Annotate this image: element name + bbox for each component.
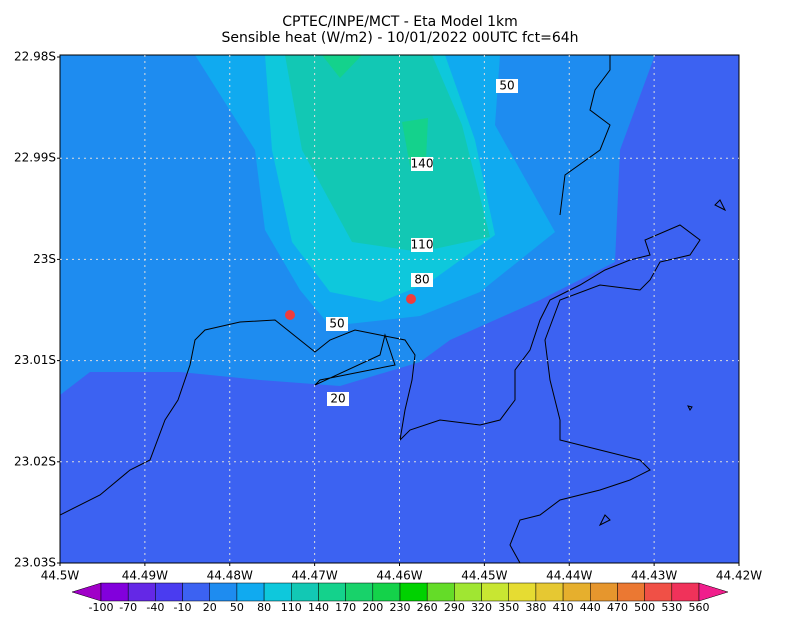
x-tick-label: 44.42W <box>716 569 762 583</box>
y-tick-label: 22.98S <box>14 50 56 64</box>
colorbar-label: 290 <box>444 601 465 614</box>
colorbar-swatch <box>590 582 618 602</box>
colorbar-swatch <box>644 582 673 602</box>
colorbar-label: 140 <box>308 601 329 614</box>
colorbar-swatch <box>236 582 265 602</box>
colorbar-label: 380 <box>525 601 546 614</box>
subtitle: Sensible heat (W/m2) - 10/01/2022 00UTC … <box>221 30 578 46</box>
colorbar-label: 350 <box>498 601 519 614</box>
colorbar-label: 560 <box>689 601 710 614</box>
colorbar-label: 530 <box>661 601 682 614</box>
colorbar-label: 200 <box>362 601 383 614</box>
contour-label-bg <box>411 157 433 171</box>
y-tick-label: 23.02S <box>14 454 56 468</box>
x-tick-label: 44.49W <box>122 569 168 583</box>
colorbar-label: 170 <box>335 601 356 614</box>
x-tick-label: 44.44W <box>546 569 592 583</box>
contour-label-bg <box>411 238 433 252</box>
y-tick-label: 22.99S <box>14 151 56 165</box>
contour-label-bg <box>327 392 349 406</box>
colorbar-label: 410 <box>553 601 574 614</box>
colorbar-swatch <box>617 582 645 602</box>
colorbar-label: 320 <box>471 601 492 614</box>
colorbar-label: 230 <box>390 601 411 614</box>
coastline <box>60 55 727 563</box>
y-tick-label: 23.03S <box>14 556 56 570</box>
station-marker <box>285 310 295 320</box>
colorbar-label: -10 <box>174 601 192 614</box>
band-140-170 <box>322 55 362 78</box>
contour-label: 80 <box>414 273 429 287</box>
y-tick-label: 23S <box>33 252 56 266</box>
colorbar-swatch <box>508 582 537 602</box>
x-tick-label: 44.48W <box>207 569 253 583</box>
contour-label-bg <box>496 79 518 93</box>
x-tick-label: 44.46W <box>376 569 422 583</box>
colorbar-swatch <box>562 582 591 602</box>
colorbar-swatch <box>426 582 455 602</box>
colorbar-swatch <box>318 582 346 602</box>
colorbar-swatch <box>454 582 482 602</box>
contour-label-bg <box>411 273 433 287</box>
colorbar-swatch <box>155 582 183 602</box>
colorbar-swatch <box>671 582 700 602</box>
colorbar-swatch <box>399 582 428 602</box>
colorbar-swatch <box>263 582 292 602</box>
x-tick-label: 44.45W <box>461 569 507 583</box>
colorbar-swatch <box>100 582 129 602</box>
contour-label: 140 <box>411 157 434 171</box>
colorbar-label: 110 <box>281 601 302 614</box>
colorbar-label: -100 <box>89 601 114 614</box>
x-tick-label: 44.47W <box>292 569 338 583</box>
colorbar-swatch <box>209 582 238 602</box>
colorbar-swatch <box>182 582 210 602</box>
colorbar-label: 50 <box>230 601 244 614</box>
colorbar-end <box>71 582 102 602</box>
title: CPTEC/INPE/MCT - Eta Model 1km <box>282 14 518 30</box>
colorbar-swatch <box>372 582 401 602</box>
x-tick-label: 44.5W <box>41 569 80 583</box>
y-tick-label: 23.01S <box>14 353 56 367</box>
colorbar-swatch <box>127 582 156 602</box>
colorbar-swatch <box>345 582 374 602</box>
colorbar-label: 500 <box>634 601 655 614</box>
colorbar-label: 80 <box>257 601 271 614</box>
colorbar-label: -70 <box>119 601 137 614</box>
colorbar-label: 260 <box>417 601 438 614</box>
band-140-170 <box>402 118 428 166</box>
colorbar-label: 440 <box>580 601 601 614</box>
x-tick-label: 44.43W <box>631 569 677 583</box>
colorbar-swatch <box>291 582 319 602</box>
colorbar-swatch <box>481 582 509 602</box>
colorbar-label: 470 <box>607 601 628 614</box>
colorbar-end <box>698 582 729 602</box>
band-110-140 <box>285 55 490 252</box>
contour-label: 20 <box>330 392 345 406</box>
colorbar-label: 20 <box>203 601 217 614</box>
contour-label-bg <box>326 317 348 331</box>
colorbar-swatch <box>535 582 564 602</box>
contour-label: 50 <box>499 79 514 93</box>
contour-label: 110 <box>411 238 434 252</box>
station-marker <box>406 294 416 304</box>
contour-label: 50 <box>329 317 344 331</box>
colorbar-label: -40 <box>146 601 164 614</box>
